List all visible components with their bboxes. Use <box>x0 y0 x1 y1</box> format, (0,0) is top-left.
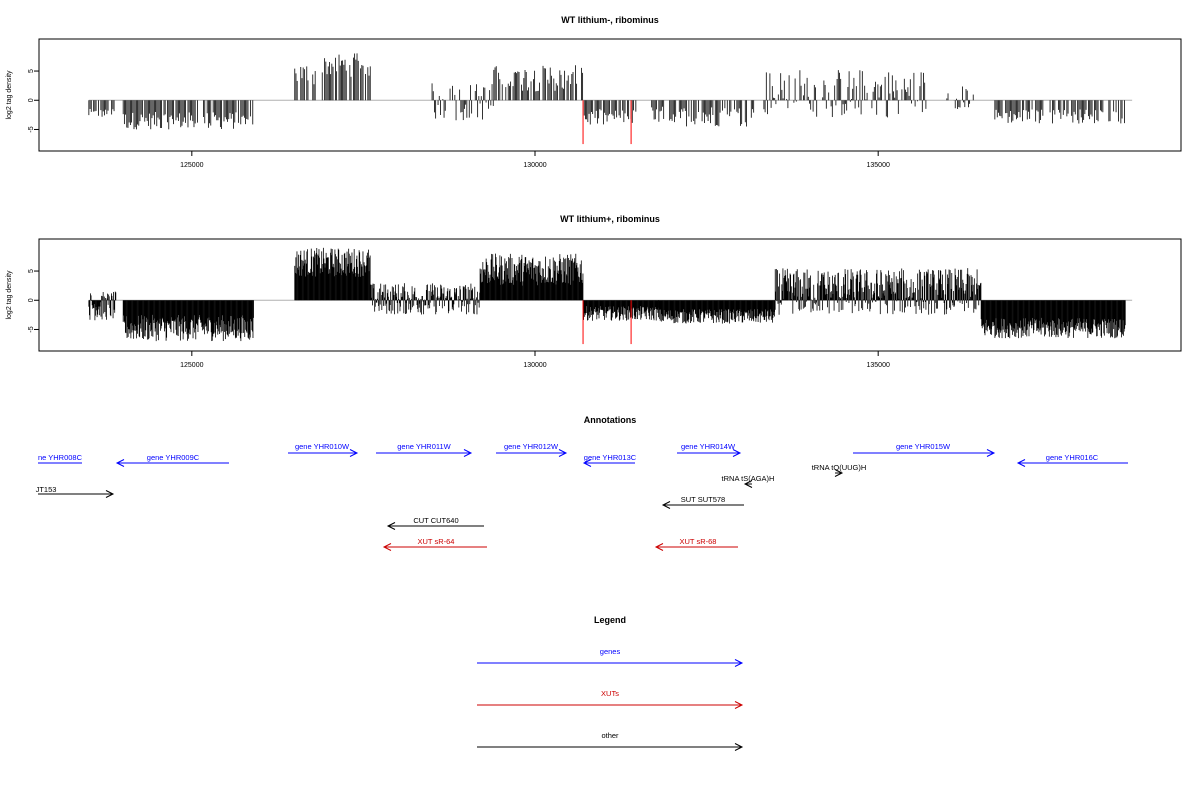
annotation-label: CUT CUT640 <box>413 516 458 525</box>
panel-title: WT lithium-, ribominus <box>561 15 659 25</box>
x-tick-label: 125000 <box>180 162 203 169</box>
annotation-item: tRNA tQ(UUG)H <box>812 463 867 477</box>
arrow-head <box>654 543 664 551</box>
density-bars <box>88 247 1133 345</box>
annotation-label: SUT SUT578 <box>681 495 725 504</box>
annotation-label: ne YHR008C <box>38 453 83 462</box>
panel-title: WT lithium+, ribominus <box>560 214 660 224</box>
arrow-head <box>582 459 592 467</box>
annotation-label: gene YHR012W <box>504 442 559 451</box>
y-tick-label: -5 <box>28 126 35 132</box>
y-tick-label: 5 <box>28 69 35 73</box>
track-panel-lithium-plus: WT lithium+, ribominus log2 tag density … <box>6 214 1182 369</box>
x-tick-label: 135000 <box>867 162 890 169</box>
arrow-head <box>732 449 742 457</box>
x-tick-label: 135000 <box>867 362 890 369</box>
legend-items: genes XUTs other <box>477 647 744 751</box>
annotation-label: gene YHR013C <box>584 453 637 462</box>
annotation-item: gene YHR010W <box>288 442 359 457</box>
legend-label: other <box>601 731 619 740</box>
legend-item: XUTs <box>477 689 744 709</box>
arrow-head <box>463 449 473 457</box>
arrow-head <box>834 469 844 477</box>
x-tick-label: 130000 <box>523 162 546 169</box>
arrow-head <box>558 449 568 457</box>
annotation-label: tRNA tQ(UUG)H <box>812 463 867 472</box>
annotation-label: XUT sR-68 <box>680 537 717 546</box>
arrow-head <box>734 659 744 667</box>
x-tick-label: 130000 <box>523 362 546 369</box>
annotation-label: JT153 <box>36 485 57 494</box>
annotation-label: gene YHR011W <box>397 442 451 451</box>
annotation-label: gene YHR009C <box>147 453 200 462</box>
annotation-item: gene YHR013C <box>582 453 637 467</box>
annotation-items: ne YHR008C gene YHR009C gene YHR010W gene Y… <box>36 442 1128 551</box>
annotation-label: tRNA tS(AGA)H <box>722 474 775 483</box>
x-axis-ticks: 125000 130000 135000 <box>180 351 890 369</box>
annotation-item: gene YHR016C <box>1016 453 1128 467</box>
y-tick-label: 0 <box>28 98 35 102</box>
legend-label: genes <box>600 647 621 656</box>
annotation-label: gene YHR010W <box>295 442 350 451</box>
annotation-label: gene YHR014W <box>681 442 736 451</box>
annotation-item: SUT SUT578 <box>661 495 744 509</box>
plot-frame <box>38 238 1182 352</box>
arrow-head <box>1016 459 1026 467</box>
legend-title: Legend <box>594 615 626 625</box>
arrow-head <box>382 543 392 551</box>
arrow-head <box>105 490 115 498</box>
annotation-item: CUT CUT640 <box>386 516 484 530</box>
x-axis-ticks: 125000 130000 135000 <box>180 151 890 169</box>
arrow-head <box>661 501 671 509</box>
x-tick-label: 125000 <box>180 362 203 369</box>
annotations-title: Annotations <box>584 415 637 425</box>
annotation-label: gene YHR015W <box>896 442 951 451</box>
annotation-item: gene YHR009C <box>115 453 229 467</box>
arrow-head <box>386 522 396 530</box>
annotations-section: Annotations ne YHR008C gene YHR009C gene Y… <box>36 415 1128 551</box>
density-bars <box>88 53 1133 145</box>
y-axis-ticks: -5 0 5 <box>28 269 39 333</box>
annotation-item: JT153 <box>36 485 115 498</box>
arrow-head <box>349 449 359 457</box>
legend-item: genes <box>477 647 744 667</box>
annotation-label: gene YHR016C <box>1046 453 1099 462</box>
y-axis-ticks: -5 0 5 <box>28 69 39 133</box>
legend-item: other <box>477 731 744 751</box>
y-axis-title: log2 tag density <box>6 70 13 120</box>
y-tick-label: -5 <box>28 326 35 332</box>
annotation-item: XUT sR-64 <box>382 537 487 551</box>
annotation-item: tRNA tS(AGA)H <box>722 474 775 488</box>
y-tick-label: 5 <box>28 269 35 273</box>
annotation-item: gene YHR011W <box>376 442 473 457</box>
arrow-head <box>734 701 744 709</box>
annotation-item: ne YHR008C <box>38 453 83 464</box>
arrow-head <box>734 743 744 751</box>
track-panel-lithium-minus: WT lithium-, ribominus log2 tag density … <box>6 15 1182 169</box>
legend-section: Legend genes XUTs other <box>477 615 744 751</box>
annotation-item: XUT sR-68 <box>654 537 738 551</box>
annotation-item: gene YHR012W <box>496 442 568 457</box>
y-tick-label: 0 <box>28 298 35 302</box>
annotation-label: XUT sR-64 <box>418 537 455 546</box>
arrow-head <box>986 449 996 457</box>
annotation-item: gene YHR015W <box>853 442 996 457</box>
annotation-item: gene YHR014W <box>677 442 742 457</box>
legend-label: XUTs <box>601 689 619 698</box>
plot-frame <box>38 38 1182 152</box>
y-axis-title: log2 tag density <box>6 270 13 320</box>
arrow-head <box>743 480 753 488</box>
arrow-head <box>115 459 125 467</box>
